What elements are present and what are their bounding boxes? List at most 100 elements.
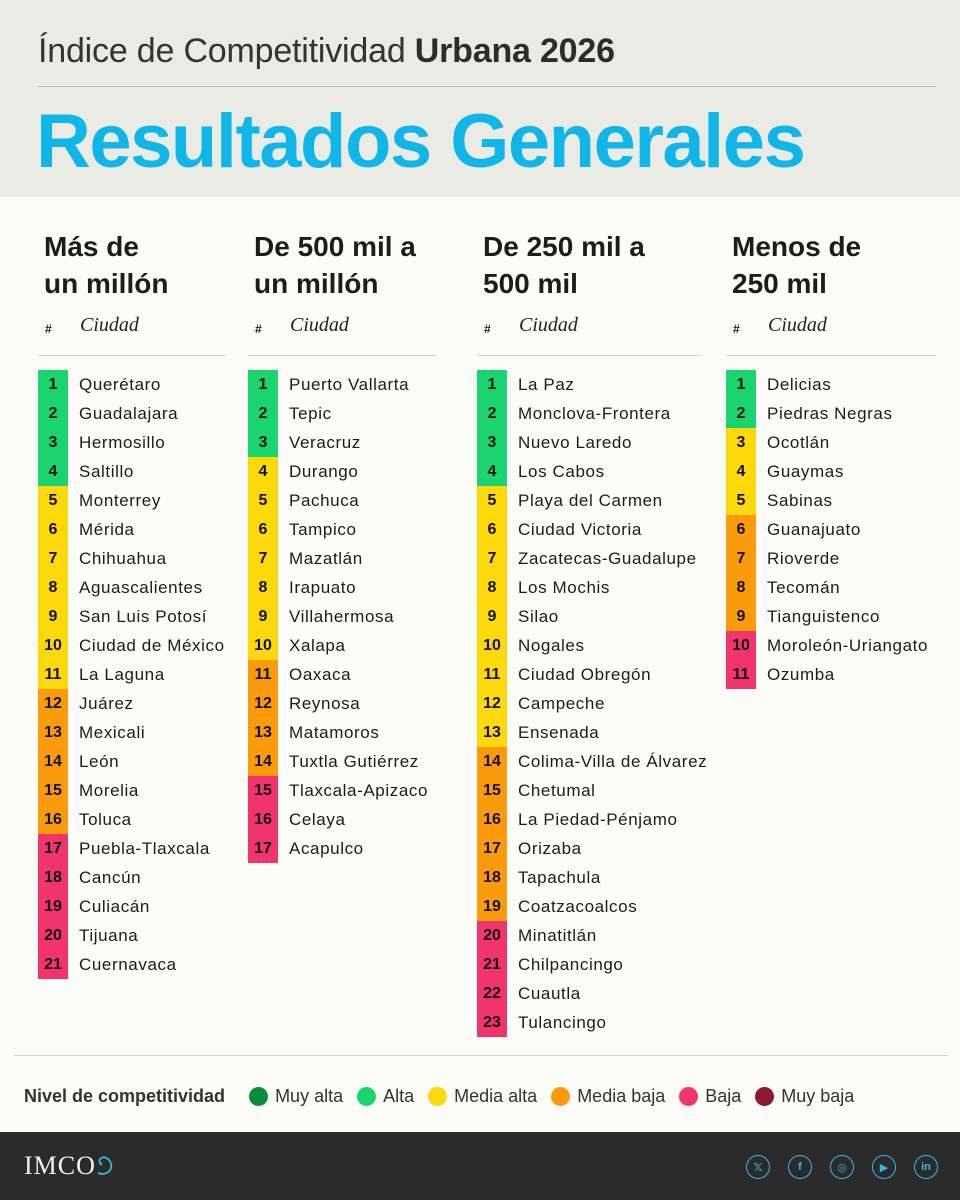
legend-label: Muy baja [781,1085,855,1106]
legend-label: Media alta [454,1085,538,1106]
city-name: Pachuca [289,491,360,510]
table-row: 11 La Laguna [38,660,226,689]
table-row: 14 Tuxtla Gutiérrez [248,747,436,776]
city-name: Zacatecas-Guadalupe [518,549,697,568]
table-row: 3 Ocotlán [726,428,936,457]
table-row: 5 Playa del Carmen [477,486,701,515]
rank-badge: 3 [477,428,507,457]
city-name: Guaymas [767,462,844,481]
youtube-icon[interactable]: ▶ [872,1155,896,1179]
table-row: 8 Aguascalientes [38,573,226,602]
table-row: 15 Chetumal [477,776,701,805]
table-row: 22 Cuautla [477,979,701,1008]
rank-badge: 9 [726,602,756,631]
rank-badge: 4 [248,457,278,486]
rank-badge: 16 [38,805,68,834]
rank-badge: 11 [38,660,68,689]
table-row: 8 Irapuato [248,573,436,602]
rank-badge: 11 [477,660,507,689]
table-row: 1 Delicias [726,370,936,399]
table-row: 5 Sabinas [726,486,936,515]
rank-badge: 10 [38,631,68,660]
table-row: 3 Veracruz [248,428,436,457]
city-name: Toluca [79,810,132,829]
legend-dot-icon [357,1086,377,1106]
city-name: Mexicali [79,723,146,742]
city-name: Culiacán [79,897,150,916]
rank-badge: 17 [38,834,68,863]
rank-badge: 10 [248,631,278,660]
table-row: 16 La Piedad-Pénjamo [477,805,701,834]
table-row: 4 Los Cabos [477,457,701,486]
ranking-list: 1 Puerto Vallarta 2 Tepic 3 Veracruz 4 Durango 5… [248,370,436,863]
linkedin-icon[interactable]: in [914,1155,938,1179]
city-name: Hermosillo [79,433,166,452]
column-mas-de-un-millon: Más de un millón # Ciudad 1 Querétaro 2 Gua… [38,228,226,979]
city-name: Juárez [79,694,134,713]
city-header: Ciudad [290,314,349,336]
rank-badge: 12 [38,689,68,718]
table-row: 2 Guadalajara [38,399,226,428]
table-row: 18 Cancún [38,863,226,892]
table-row: 5 Pachuca [248,486,436,515]
rank-badge: 6 [38,515,68,544]
x-icon[interactable]: 𝕏 [746,1155,770,1179]
table-row: 9 Tianguistenco [726,602,936,631]
legend-label: Alta [383,1085,415,1106]
table-row: 8 Tecomán [726,573,936,602]
table-row: 5 Monterrey [38,486,226,515]
city-name: Tuxtla Gutiérrez [289,752,419,771]
rank-badge: 7 [38,544,68,573]
table-row: 13 Mexicali [38,718,226,747]
city-name: Ciudad Victoria [518,520,642,539]
table-row: 10 Nogales [477,631,701,660]
table-row: 10 Ciudad de México [38,631,226,660]
table-row: 12 Juárez [38,689,226,718]
rank-badge: 9 [38,602,68,631]
column-250-a-500-mil: De 250 mil a 500 mil # Ciudad 1 La Paz 2 Mo… [477,228,707,1037]
city-name: Acapulco [289,839,364,858]
city-name: Villahermosa [289,607,395,626]
rank-badge: 1 [477,370,507,399]
index-subtitle: Índice de Competitividad Urbana 2026 [38,32,615,70]
city-name: Tlaxcala-Apizaco [289,781,429,800]
rank-badge: 4 [477,457,507,486]
legend-item: Alta [357,1086,414,1107]
header-divider [38,86,936,87]
table-header: # Ciudad [726,306,936,356]
rank-badge: 6 [726,515,756,544]
table-row: 10 Moroleón-Uriangato [726,631,936,660]
table-row: 2 Tepic [248,399,436,428]
city-name: Mérida [79,520,135,539]
rank-badge: 20 [477,921,507,950]
city-name: Matamoros [289,723,380,742]
city-name: Nogales [518,636,585,655]
imco-logo[interactable]: IMCO [24,1146,116,1186]
rank-badge: 8 [248,573,278,602]
facebook-icon[interactable]: f [788,1155,812,1179]
table-row: 21 Cuernavaca [38,950,226,979]
city-name: Reynosa [289,694,361,713]
rank-badge: 17 [248,834,278,863]
table-row: 17 Acapulco [248,834,436,863]
rank-header: # [484,322,491,336]
rank-badge: 14 [248,747,278,776]
column-500-mil-a-un-millon: De 500 mil a un millón # Ciudad 1 Puerto … [248,228,436,863]
column-title: Menos de 250 mil [732,231,862,299]
city-name: Chihuahua [79,549,167,568]
city-name: La Laguna [79,665,165,684]
city-name: Nuevo Laredo [518,433,632,452]
rank-badge: 20 [38,921,68,950]
city-name: Piedras Negras [767,404,893,423]
city-name: Ocotlán [767,433,830,452]
instagram-icon[interactable]: ◎ [830,1155,854,1179]
rank-badge: 14 [477,747,507,776]
city-name: Irapuato [289,578,357,597]
city-name: San Luis Potosí [79,607,208,626]
rank-badge: 10 [477,631,507,660]
legend-label: Muy alta [275,1085,344,1106]
table-row: 7 Rioverde [726,544,936,573]
rank-badge: 2 [248,399,278,428]
legend-item: Media baja [551,1086,665,1107]
